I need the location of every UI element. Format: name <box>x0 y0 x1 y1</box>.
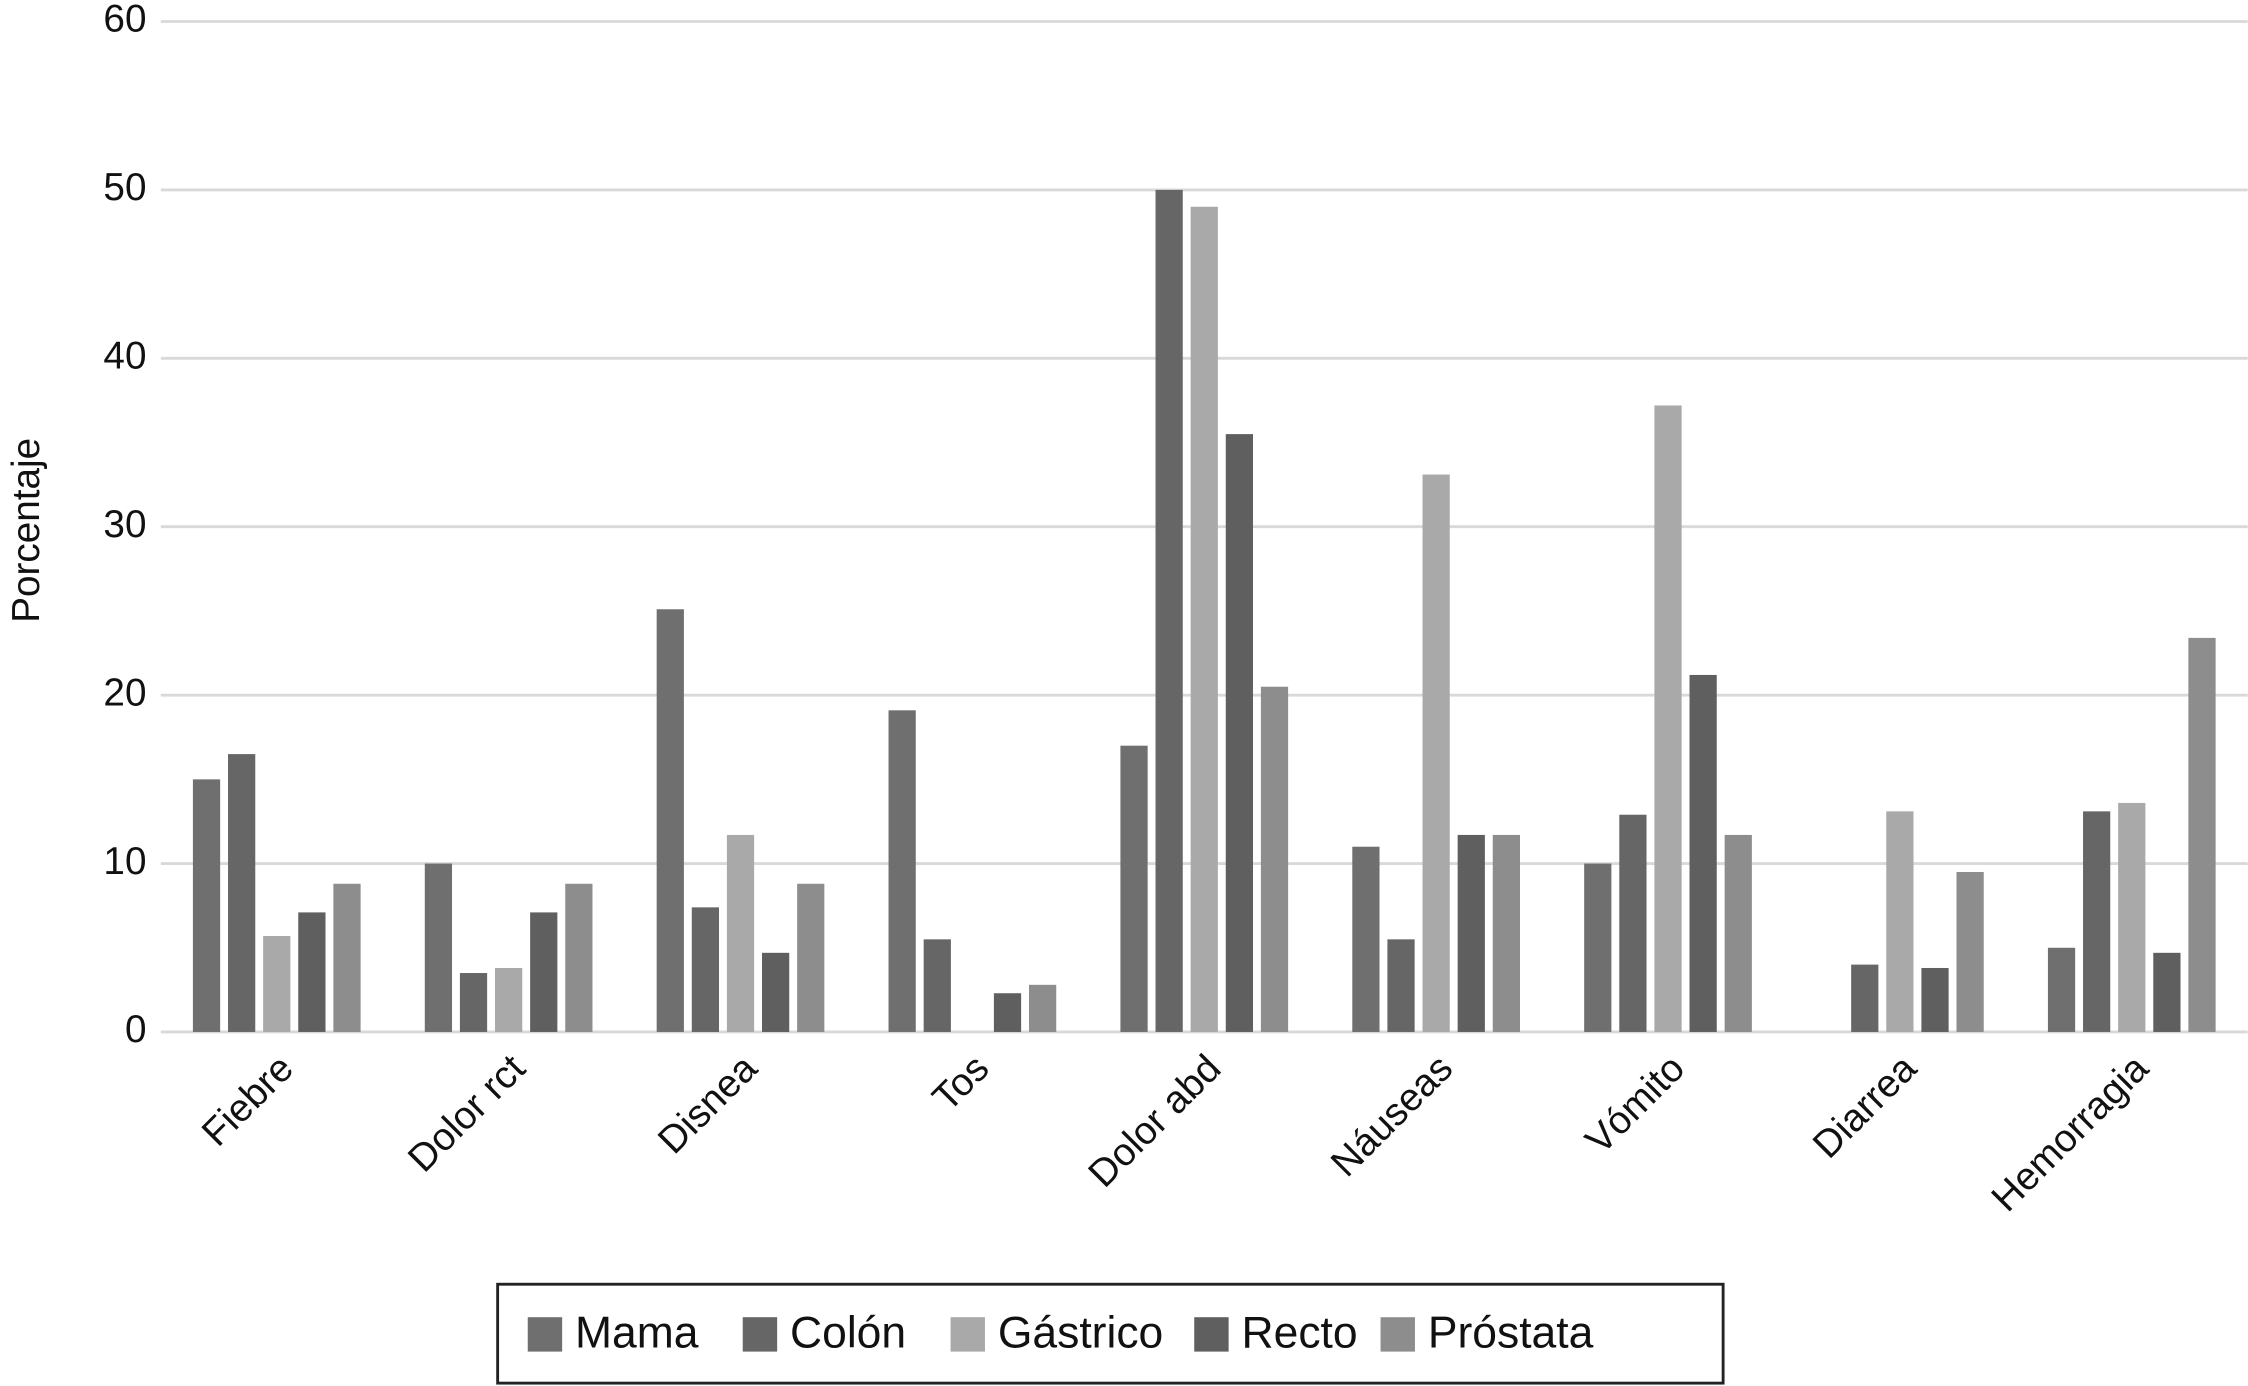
bar <box>1886 811 1914 1032</box>
y-tick-label: 60 <box>103 0 146 41</box>
bar <box>459 973 488 1032</box>
y-tick-label: 20 <box>103 671 146 714</box>
bar <box>797 883 825 1032</box>
bar <box>1029 984 1057 1032</box>
bar <box>565 883 593 1032</box>
x-tick-label: Dolor rct <box>400 1047 534 1181</box>
bar <box>2188 637 2216 1032</box>
bar <box>993 993 1022 1032</box>
bar <box>1352 846 1380 1032</box>
bar <box>1851 964 1879 1032</box>
bar <box>2118 802 2146 1032</box>
bar <box>726 834 755 1032</box>
bar <box>762 952 790 1032</box>
bar <box>1457 834 1485 1032</box>
legend-label: Gástrico <box>998 1309 1163 1358</box>
y-axis-label: Porcentaje <box>5 438 48 623</box>
bar <box>1584 863 1612 1032</box>
bar <box>192 779 221 1032</box>
legend-swatch <box>950 1317 985 1352</box>
legend-label: Colón <box>790 1309 906 1358</box>
bar <box>1492 834 1520 1032</box>
bar <box>691 907 720 1032</box>
legend-label: Recto <box>1242 1309 1358 1358</box>
legend-swatch <box>527 1317 563 1352</box>
x-tick-label: Disnea <box>650 1046 766 1162</box>
bar <box>888 710 916 1032</box>
y-tick-label: 10 <box>103 840 146 883</box>
bar <box>1724 834 1752 1032</box>
y-tick-label: 50 <box>103 166 146 209</box>
bar <box>424 863 453 1032</box>
x-tick-label: Dolor abd <box>1080 1047 1229 1196</box>
bar <box>656 609 684 1032</box>
bar <box>1155 189 1183 1032</box>
y-tick-label: 30 <box>103 503 146 546</box>
bar <box>495 967 523 1032</box>
bar <box>1422 474 1450 1032</box>
bar <box>1654 405 1682 1032</box>
bar <box>923 939 951 1032</box>
y-tick-label: 0 <box>125 1008 147 1051</box>
bar <box>1956 871 1984 1032</box>
legend-swatch <box>1194 1317 1229 1352</box>
x-tick-label: Hemorragia <box>1984 1046 2158 1220</box>
legend-swatch <box>1380 1317 1415 1352</box>
bar <box>1120 745 1148 1032</box>
bar <box>1619 814 1647 1032</box>
x-tick-label: Vómito <box>1578 1047 1694 1163</box>
bar <box>263 935 291 1032</box>
legend-box <box>496 1282 1725 1385</box>
x-tick-label: Tos <box>924 1047 997 1120</box>
bar <box>2047 947 2076 1032</box>
x-tick-label: Náuseas <box>1323 1047 1461 1185</box>
bar <box>1225 434 1253 1032</box>
x-tick-label: Fiebre <box>194 1047 302 1155</box>
bar <box>1387 939 1415 1032</box>
bar <box>2083 811 2111 1032</box>
bar <box>333 883 361 1032</box>
bar <box>1190 206 1218 1032</box>
bar <box>2153 952 2181 1032</box>
bar <box>298 912 326 1032</box>
legend-swatch <box>742 1317 778 1352</box>
bar <box>530 912 558 1032</box>
legend-label: Próstata <box>1428 1309 1594 1358</box>
bar <box>1260 686 1289 1032</box>
bar <box>1689 674 1717 1032</box>
y-tick-label: 40 <box>103 335 146 378</box>
legend-label: Mama <box>575 1309 699 1358</box>
bar <box>1921 967 1949 1032</box>
bar <box>228 754 256 1032</box>
x-tick-label: Diarrea <box>1805 1046 1925 1166</box>
